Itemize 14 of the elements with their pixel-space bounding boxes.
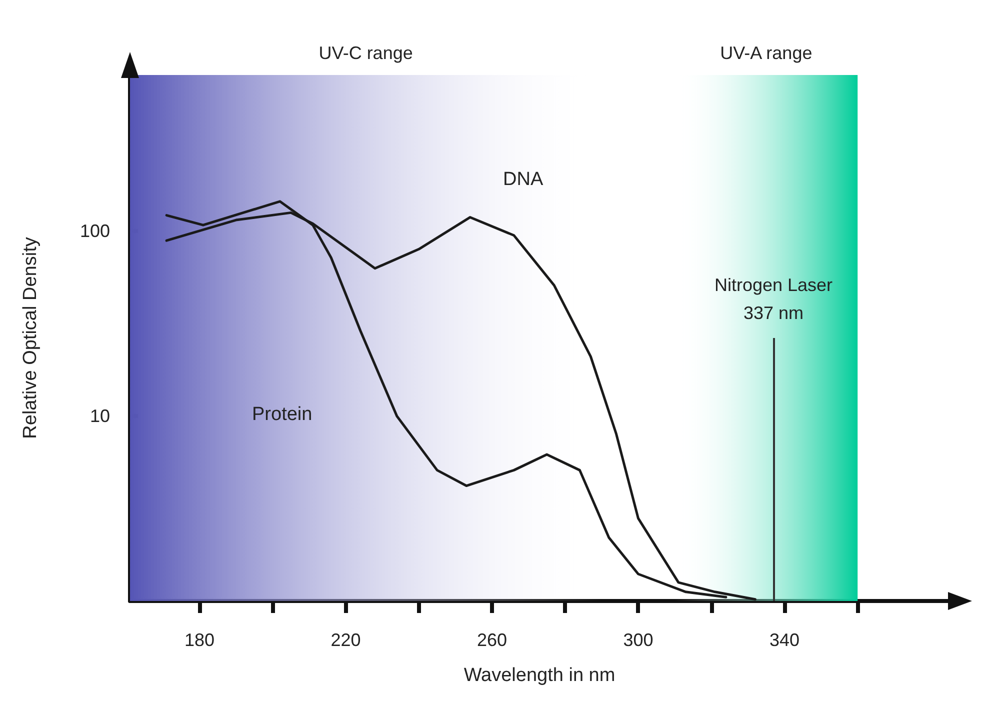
y-tick-label: 100: [80, 221, 110, 242]
band-label: UV-A range: [720, 43, 812, 63]
ref-line-label: Nitrogen Laser 337 nm: [714, 275, 833, 323]
band-label: UV-C range: [318, 43, 413, 63]
annotation: DNA: [503, 169, 544, 190]
y-axis-title: Relative Optical Density: [20, 236, 41, 439]
x-tick-label: 180: [184, 630, 214, 650]
y-tick-label: 10: [90, 406, 110, 426]
x-tick-label: 260: [476, 630, 507, 650]
x-tick-label: 340: [769, 630, 800, 650]
annotation: Protein: [252, 404, 312, 425]
x-tick-label: 300: [623, 630, 654, 650]
x-axis-title: Wavelength in nm: [464, 665, 616, 686]
x-tick-label: 220: [330, 630, 361, 650]
